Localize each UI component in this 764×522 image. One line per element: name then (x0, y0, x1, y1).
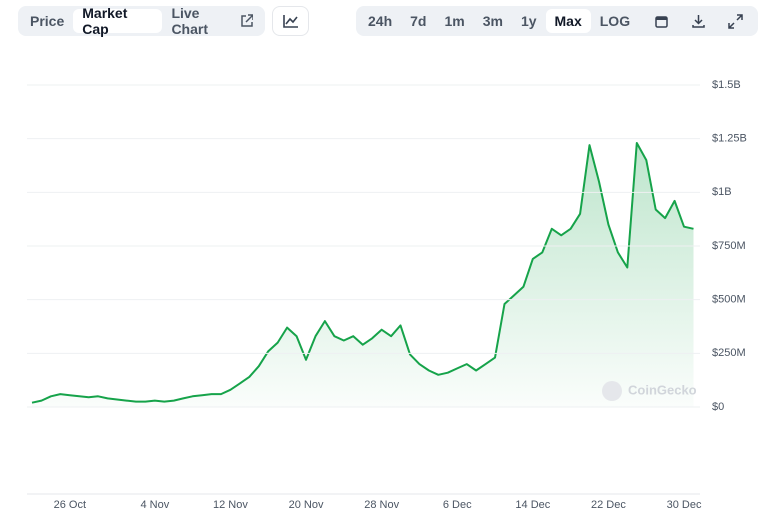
y-tick-label: $0 (712, 401, 724, 413)
area (32, 143, 694, 407)
calendar-icon-svg (654, 15, 668, 28)
x-tick-label: 22 Dec (591, 499, 626, 511)
x-tick-label: 14 Dec (515, 499, 550, 511)
range-button[interactable]: 7d (410, 13, 427, 29)
range-button[interactable]: 3m (482, 13, 503, 29)
x-tick-label: 6 Dec (443, 499, 472, 511)
watermark-logo (602, 381, 622, 401)
download-icon[interactable] (683, 9, 713, 33)
tab-button[interactable]: Price (30, 13, 65, 29)
expand-icon[interactable] (720, 9, 750, 33)
x-tick-label: 30 Dec (667, 499, 702, 511)
range-button[interactable]: LOG (599, 13, 631, 29)
external-icon (241, 14, 253, 27)
tab-button[interactable]: Market Cap (73, 5, 163, 37)
y-tick-label: $1B (712, 186, 732, 198)
x-tick-label: 28 Nov (364, 499, 399, 511)
x-tick-label: 12 Nov (213, 499, 248, 511)
y-tick-label: $250M (712, 347, 746, 359)
range-button[interactable]: 1y (520, 13, 537, 29)
y-tick-label: $500M (712, 294, 746, 306)
y-tick-label: $1.5B (712, 79, 741, 91)
line-icon (282, 15, 298, 28)
range-button[interactable]: Max (545, 9, 591, 33)
range-button[interactable]: 1m (444, 13, 465, 29)
x-tick-label: 26 Oct (54, 499, 86, 511)
download-icon-svg (691, 14, 705, 28)
x-tick-label: 20 Nov (289, 499, 324, 511)
watermark: CoinGecko (628, 382, 697, 397)
range-button[interactable]: 24h (368, 13, 393, 29)
y-tick-label: $1.25B (712, 133, 747, 145)
range-group: 24h 7d 1m 3m 1y Max LOG (356, 6, 758, 36)
x-tick-label: 4 Nov (140, 499, 169, 511)
y-tick-label: $750M (712, 240, 746, 252)
calendar-icon[interactable] (646, 9, 676, 33)
chart-type-button[interactable] (272, 6, 309, 36)
tab-group: Price Market Cap Live Chart (18, 5, 265, 37)
expand-icon-svg (727, 13, 743, 29)
